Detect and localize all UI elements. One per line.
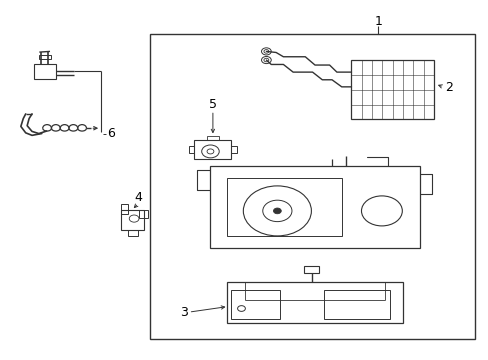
Bar <box>39 55 51 59</box>
Bar <box>121 210 144 230</box>
Text: 4: 4 <box>134 192 142 204</box>
Bar <box>34 64 56 79</box>
Bar <box>210 166 419 248</box>
Text: 2: 2 <box>444 81 452 94</box>
Bar <box>351 60 433 119</box>
Circle shape <box>273 208 281 214</box>
Bar <box>121 204 128 214</box>
Bar <box>231 146 237 153</box>
Bar <box>188 146 194 153</box>
Bar <box>304 266 318 273</box>
Bar <box>227 282 402 323</box>
Bar <box>227 178 342 235</box>
Text: 3: 3 <box>180 306 187 319</box>
Bar <box>206 136 218 140</box>
Bar <box>194 140 231 158</box>
Text: 6: 6 <box>107 127 115 140</box>
Bar <box>230 290 280 319</box>
Text: 5: 5 <box>208 99 217 112</box>
Text: 1: 1 <box>373 14 381 27</box>
Bar <box>127 230 137 237</box>
Bar <box>323 290 389 319</box>
Bar <box>149 33 474 339</box>
Bar <box>139 210 147 217</box>
